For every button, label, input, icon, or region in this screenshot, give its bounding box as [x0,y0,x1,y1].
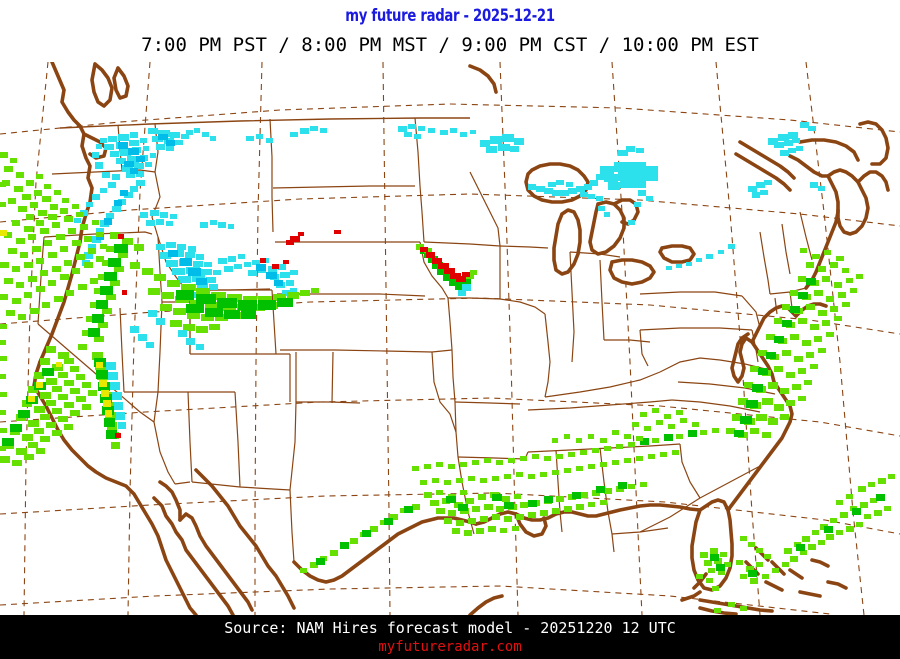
echo-great-lakes-snow [480,122,825,270]
echo-florida-bahamas-core [710,494,885,577]
echo-west-rain-snow-mix [106,310,204,429]
radar-map[interactable] [0,62,900,615]
echo-northern-plains-snow [246,124,476,143]
echo-montana-red-cells [260,230,341,269]
echo-offshore-pacific [0,182,7,451]
coastlines [32,62,890,615]
source-credit: Source: NAM Hires forecast model - 20251… [224,619,676,637]
echo-atlantic-offshore-core [734,278,816,437]
echo-gulf-coast-core [316,430,697,565]
valid-time-line: 7:00 PM PST / 8:00 PM MST / 9:00 PM CST … [141,34,759,56]
map-footer: Source: NAM Hires forecast model - 20251… [0,615,900,659]
echo-west-rain-red [115,234,127,438]
site-link[interactable]: myfutureradar.com [378,639,522,655]
echo-west-rain-yellow [0,230,112,417]
page-title: my future radar - 2025-12-21 [345,6,555,26]
echo-southeast-showers [552,408,699,443]
map-header: my future radar - 2025-12-21 7:00 PM PST… [0,0,900,62]
echo-upper-midwest-band [416,244,477,296]
graticule [0,62,900,615]
echo-northern-rockies-snow-core [168,250,283,286]
radar-map-canvas[interactable] [0,62,900,615]
